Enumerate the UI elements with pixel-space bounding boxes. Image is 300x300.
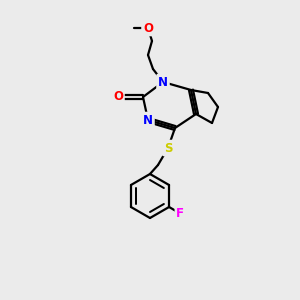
Text: O: O (143, 22, 153, 34)
Text: O: O (113, 91, 123, 103)
Text: N: N (158, 76, 168, 88)
Text: N: N (143, 113, 153, 127)
Text: S: S (164, 142, 172, 154)
Text: F: F (176, 207, 184, 220)
